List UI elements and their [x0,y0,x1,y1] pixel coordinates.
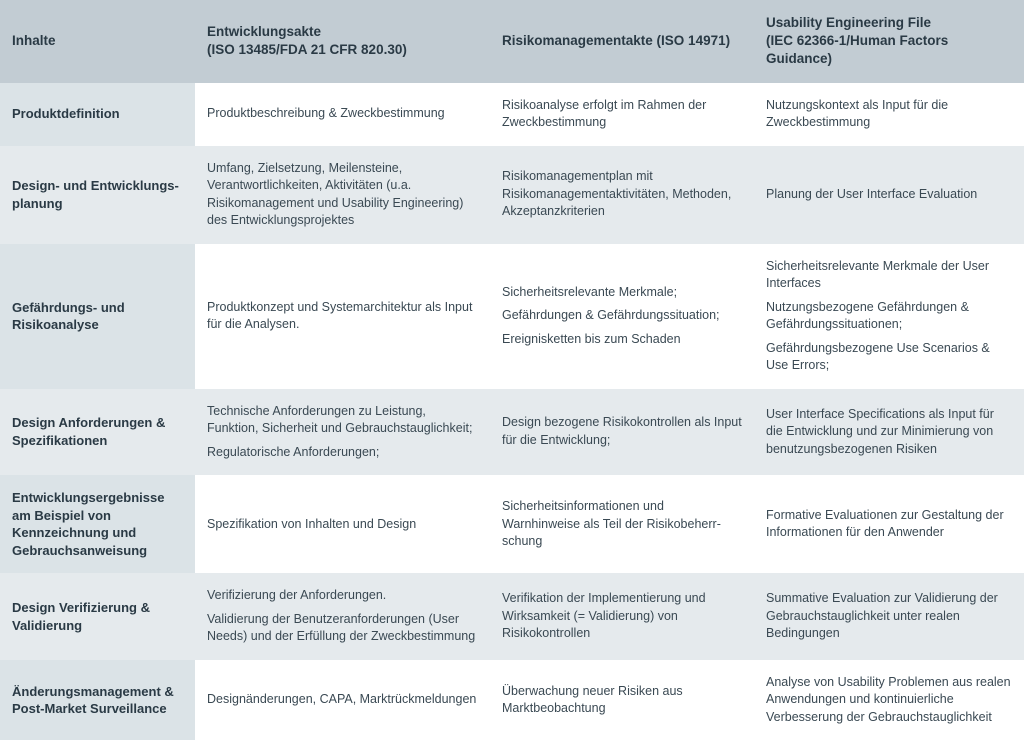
cell-paragraph: Verifizierung der Anforderungen. [207,587,478,605]
table-cell: Spezifikation von Inhalten und Design [195,475,490,573]
cell-paragraph: Technische Anforderungen zu Leistung, Fu… [207,403,478,438]
row-header: Änderungsmanagement & Post-Market Survei… [0,660,195,740]
table-cell: Verifizierung der Anforderungen. Validier… [195,573,490,660]
table-cell: Risikomanagementplan mit Risikomanagemen… [490,146,754,244]
column-header: Risikomanagementakte (ISO 14971) [490,0,754,83]
table-cell: Umfang, Zielsetzung, Meilensteine, Veran… [195,146,490,244]
row-header: Entwicklungsergebnisse am Beispiel von K… [0,475,195,573]
table-cell: Formative Evaluationen zur Gestaltung de… [754,475,1024,573]
cell-paragraph: Gefährdungsbezogene Use Scenarios & Use … [766,340,1012,375]
cell-paragraph: Gefährdungen & Gefährdungssituation; [502,307,742,325]
row-header: Design Anforderungen & Spezifikationen [0,389,195,476]
cell-paragraph: Ereignisketten bis zum Schaden [502,331,742,349]
table-row: Gefährdungs- und RisikoanalyseProduktkon… [0,244,1024,389]
table-cell: Produktbeschreibung & Zweckbestimmung [195,83,490,146]
cell-paragraph: Sicherheitsrelevante Merkmale; [502,284,742,302]
cell-paragraph: Regulatorische Anforderungen; [207,444,478,462]
table-row: Design Anforderungen & Spezifikationen Te… [0,389,1024,476]
table-cell: Überwachung neuer Risiken aus Marktbeoba… [490,660,754,740]
table-cell: Design bezogene Risikokontrollen als Inp… [490,389,754,476]
table-cell: Designänderungen, CAPA, Marktrückmel­dun… [195,660,490,740]
column-header: Entwicklungsakte(ISO 13485/FDA 21 CFR 82… [195,0,490,83]
row-header: Gefährdungs- und Risikoanalyse [0,244,195,389]
table-cell: Sicherheitsrelevante Merkmale der User I… [754,244,1024,389]
row-header: Design- und Entwicklungs­planung [0,146,195,244]
table-row: ProduktdefinitionProduktbeschreibung & Z… [0,83,1024,146]
table-cell: Technische Anforderungen zu Leistung, Fu… [195,389,490,476]
table-row: Design- und Entwicklungs­planungUmfang, … [0,146,1024,244]
table-cell: Analyse von Usability Problemen aus real… [754,660,1024,740]
cell-paragraph: Sicherheitsrelevante Merkmale der User I… [766,258,1012,293]
row-header: Design Verifizierung & Validierung [0,573,195,660]
column-header: Inhalte [0,0,195,83]
row-header: Produktdefinition [0,83,195,146]
table-cell: Nutzungskontext als Input für die Zweckb… [754,83,1024,146]
table-cell: Sicherheitsinformationen und Warnhinweis… [490,475,754,573]
table-cell: Summative Evaluation zur Validierung der… [754,573,1024,660]
table-cell: User Interface Specifications als Input … [754,389,1024,476]
table-cell: Planung der User Interface Evaluation [754,146,1024,244]
table-cell: Sicherheitsrelevante Merkmale; Gefährdung… [490,244,754,389]
column-header: Usability Engineering File(IEC 62366-1/H… [754,0,1024,83]
comparison-table: InhalteEntwicklungsakte(ISO 13485/FDA 21… [0,0,1024,740]
cell-paragraph: Validierung der Benutzeranforderun­gen (… [207,611,478,646]
table-header: InhalteEntwicklungsakte(ISO 13485/FDA 21… [0,0,1024,83]
table-row: Änderungsmanagement & Post-Market Survei… [0,660,1024,740]
cell-paragraph: Nutzungsbezogene Gefährdungen & Gefährdu… [766,299,1012,334]
table-cell: Produktkonzept und Systemarchitektur als… [195,244,490,389]
table-body: ProduktdefinitionProduktbeschreibung & Z… [0,83,1024,740]
table-row: Entwicklungsergebnisse am Beispiel von K… [0,475,1024,573]
table-cell: Verifikation der Implementierung und Wir… [490,573,754,660]
table-cell: Risikoanalyse erfolgt im Rahmen der Zwec… [490,83,754,146]
table-row: Design Verifizierung & ValidierungVerifi… [0,573,1024,660]
